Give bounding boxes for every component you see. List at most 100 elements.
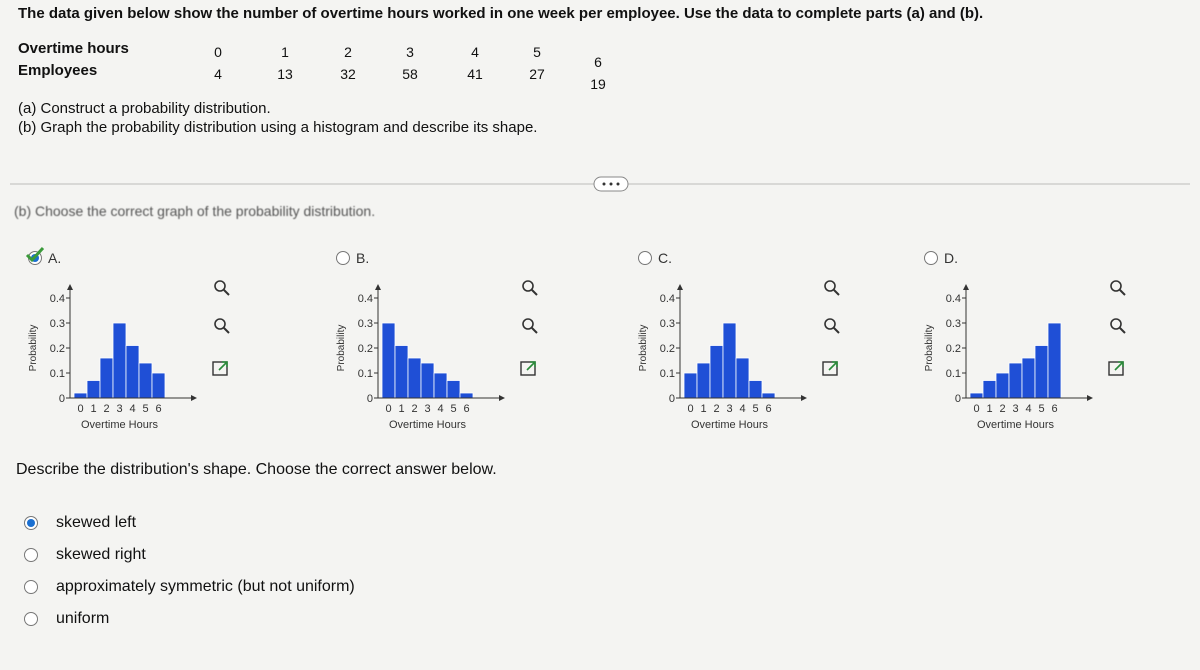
y-tick-label: 0.2: [50, 343, 65, 355]
x-axis-label: Overtime Hours: [691, 419, 769, 431]
answer-radio[interactable]: [24, 612, 38, 626]
graph-radio[interactable]: [336, 251, 350, 265]
y-tick-label: 0.4: [660, 293, 675, 305]
answer-option[interactable]: skewed right: [56, 546, 146, 563]
x-tick-label: 2: [713, 403, 719, 415]
table-cell: 3: [406, 44, 414, 60]
bar: [138, 362, 153, 399]
x-axis-label: Overtime Hours: [977, 419, 1055, 431]
y-tick-label: 0.1: [660, 368, 675, 380]
table-cell: 32: [340, 66, 356, 82]
bar: [995, 372, 1010, 399]
option-label: C.: [658, 250, 672, 266]
bar: [1047, 322, 1062, 399]
graph-radio[interactable]: [638, 251, 652, 265]
arrow: [1087, 395, 1093, 401]
y-tick-label: 0.1: [50, 368, 65, 380]
zoom-tools[interactable]: [518, 278, 542, 378]
separator: [10, 176, 1190, 192]
part-a: (a) Construct a probability distribution…: [18, 100, 271, 117]
bar: [420, 362, 435, 399]
bar: [112, 322, 127, 399]
option-label: A.: [48, 250, 62, 266]
y-axis-label: Probability: [336, 325, 347, 372]
bar: [394, 345, 409, 399]
bar: [735, 357, 750, 399]
answer-option[interactable]: uniform: [56, 610, 110, 627]
x-tick-label: 3: [424, 403, 430, 415]
answer-radio[interactable]: [24, 548, 38, 562]
bar: [99, 357, 114, 399]
x-axis-label: Overtime Hours: [81, 419, 159, 431]
y-tick-label: 0.2: [660, 343, 675, 355]
section-label: (b) Choose the correct graph of the prob…: [14, 203, 376, 219]
correct-check: [25, 246, 45, 263]
bar: [73, 392, 88, 399]
answer-radio[interactable]: [24, 516, 38, 530]
x-tick-label: 6: [463, 403, 469, 415]
zoom-tools[interactable]: [210, 278, 234, 378]
y-tick-label: 0.1: [358, 368, 373, 380]
bar: [459, 392, 474, 399]
x-tick-label: 0: [973, 403, 979, 415]
bar: [381, 322, 396, 399]
bar: [125, 345, 140, 399]
y-tick-label: 0.3: [358, 318, 373, 330]
bar: [722, 322, 737, 399]
y-tick-label: 0.2: [946, 343, 961, 355]
x-tick-label: 0: [77, 403, 83, 415]
x-tick-label: 6: [155, 403, 161, 415]
bar: [433, 372, 448, 399]
y-tick-label: 0.2: [358, 343, 373, 355]
x-axis-label: Overtime Hours: [389, 419, 467, 431]
table-cell: 1: [281, 44, 289, 60]
arrow: [375, 284, 381, 290]
y-tick-label: 0.4: [946, 293, 961, 305]
bar: [446, 380, 461, 399]
part-b: (b) Graph the probability distribution u…: [18, 119, 538, 136]
y-tick-label: 0.1: [946, 368, 961, 380]
y-tick-label: 0.4: [50, 293, 65, 305]
bar: [683, 372, 698, 399]
zoom-tools[interactable]: [820, 278, 844, 378]
y-tick-label: 0.3: [660, 318, 675, 330]
answer-option[interactable]: skewed left: [56, 514, 137, 531]
bar: [1034, 345, 1049, 399]
bar: [748, 380, 763, 399]
x-tick-label: 4: [739, 403, 745, 415]
table-cell: 41: [467, 66, 483, 82]
bar: [982, 380, 997, 399]
bar: [969, 392, 984, 399]
row-label: Overtime hours: [18, 40, 129, 57]
x-tick-label: 1: [90, 403, 96, 415]
x-tick-label: 5: [142, 403, 148, 415]
x-tick-label: 3: [726, 403, 732, 415]
answer-radio[interactable]: [24, 580, 38, 594]
x-tick-label: 5: [752, 403, 758, 415]
table-cell: 13: [277, 66, 293, 82]
x-tick-label: 2: [103, 403, 109, 415]
x-tick-label: 1: [700, 403, 706, 415]
graph-radio[interactable]: [924, 251, 938, 265]
table-cell: 27: [529, 66, 545, 82]
answer-option[interactable]: approximately symmetric (but not uniform…: [56, 578, 355, 595]
bar: [86, 380, 101, 399]
x-tick-label: 5: [450, 403, 456, 415]
table-cell: 19: [590, 76, 606, 92]
header: The data given below show the number of …: [18, 5, 984, 22]
arrow: [67, 284, 73, 290]
x-tick-label: 2: [411, 403, 417, 415]
y-tick-label: 0: [955, 393, 961, 405]
zoom-tools[interactable]: [1106, 278, 1130, 378]
table-cell: 2: [344, 44, 352, 60]
y-tick-label: 0: [367, 393, 373, 405]
y-axis-label: Probability: [924, 325, 935, 372]
row-label: Employees: [18, 62, 98, 79]
bar: [761, 392, 776, 399]
x-tick-label: 3: [116, 403, 122, 415]
arrow: [963, 284, 969, 290]
bar: [709, 345, 724, 399]
